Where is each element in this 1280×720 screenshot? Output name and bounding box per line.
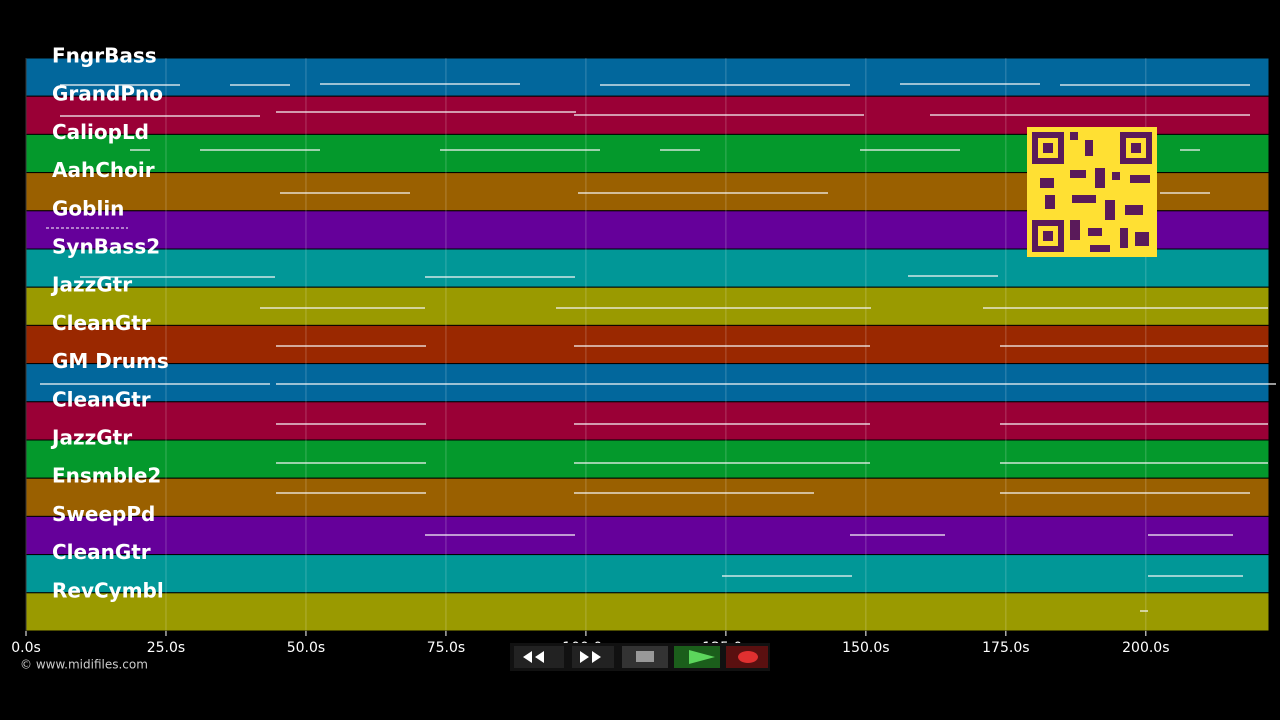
track-label: SweepPd [52, 502, 155, 526]
x-tick-label: 0.0s [11, 640, 41, 656]
track-label: CleanGtr [52, 311, 151, 335]
track-label: GM Drums [52, 349, 169, 373]
track-label: CleanGtr [52, 540, 151, 564]
track-label: GrandPno [52, 82, 163, 106]
track-label: AahChoir [52, 158, 155, 182]
x-tick-label: 175.0s [982, 640, 1029, 656]
lane [25, 592, 1270, 632]
track-label: Ensmble2 [52, 464, 161, 488]
play-button[interactable] [674, 646, 720, 668]
x-tick-label: 75.0s [427, 640, 465, 656]
track-label: CaliopLd [52, 120, 149, 144]
lane [25, 363, 1270, 403]
track-label: SynBass2 [52, 235, 160, 259]
qr-code [1027, 127, 1157, 257]
lane [25, 324, 1270, 365]
lane [25, 477, 1270, 517]
lane [25, 57, 1270, 97]
track-label: Goblin [52, 196, 124, 220]
stop-button[interactable] [622, 646, 668, 668]
transport [510, 643, 770, 671]
notes [40, 83, 1276, 612]
lane [25, 401, 1270, 441]
lane [25, 286, 1270, 326]
rewind-button[interactable] [514, 646, 564, 668]
forward-button[interactable] [572, 646, 614, 668]
x-tick-label: 50.0s [287, 640, 325, 656]
notes [40, 83, 1276, 612]
track-label: FngrBass [52, 44, 157, 68]
track-label: JazzGtr [50, 426, 132, 450]
lane [25, 554, 1270, 594]
track-label: JazzGtr [50, 273, 132, 297]
copyright: © www.midifiles.com [20, 658, 148, 672]
x-tick-label: 200.0s [1122, 640, 1169, 656]
track-labels: FngrBass GrandPno CaliopLd AahChoir Goblin Sy… [50, 44, 169, 603]
x-tick-label: 150.0s [842, 640, 889, 656]
track-label: CleanGtr [52, 387, 151, 411]
lane [25, 515, 1270, 556]
lane [25, 439, 1270, 479]
track-label: RevCymbl [52, 578, 164, 602]
record-button[interactable] [726, 646, 768, 668]
qr-pattern [1032, 132, 1152, 252]
x-tick-label: 25.0s [147, 640, 185, 656]
